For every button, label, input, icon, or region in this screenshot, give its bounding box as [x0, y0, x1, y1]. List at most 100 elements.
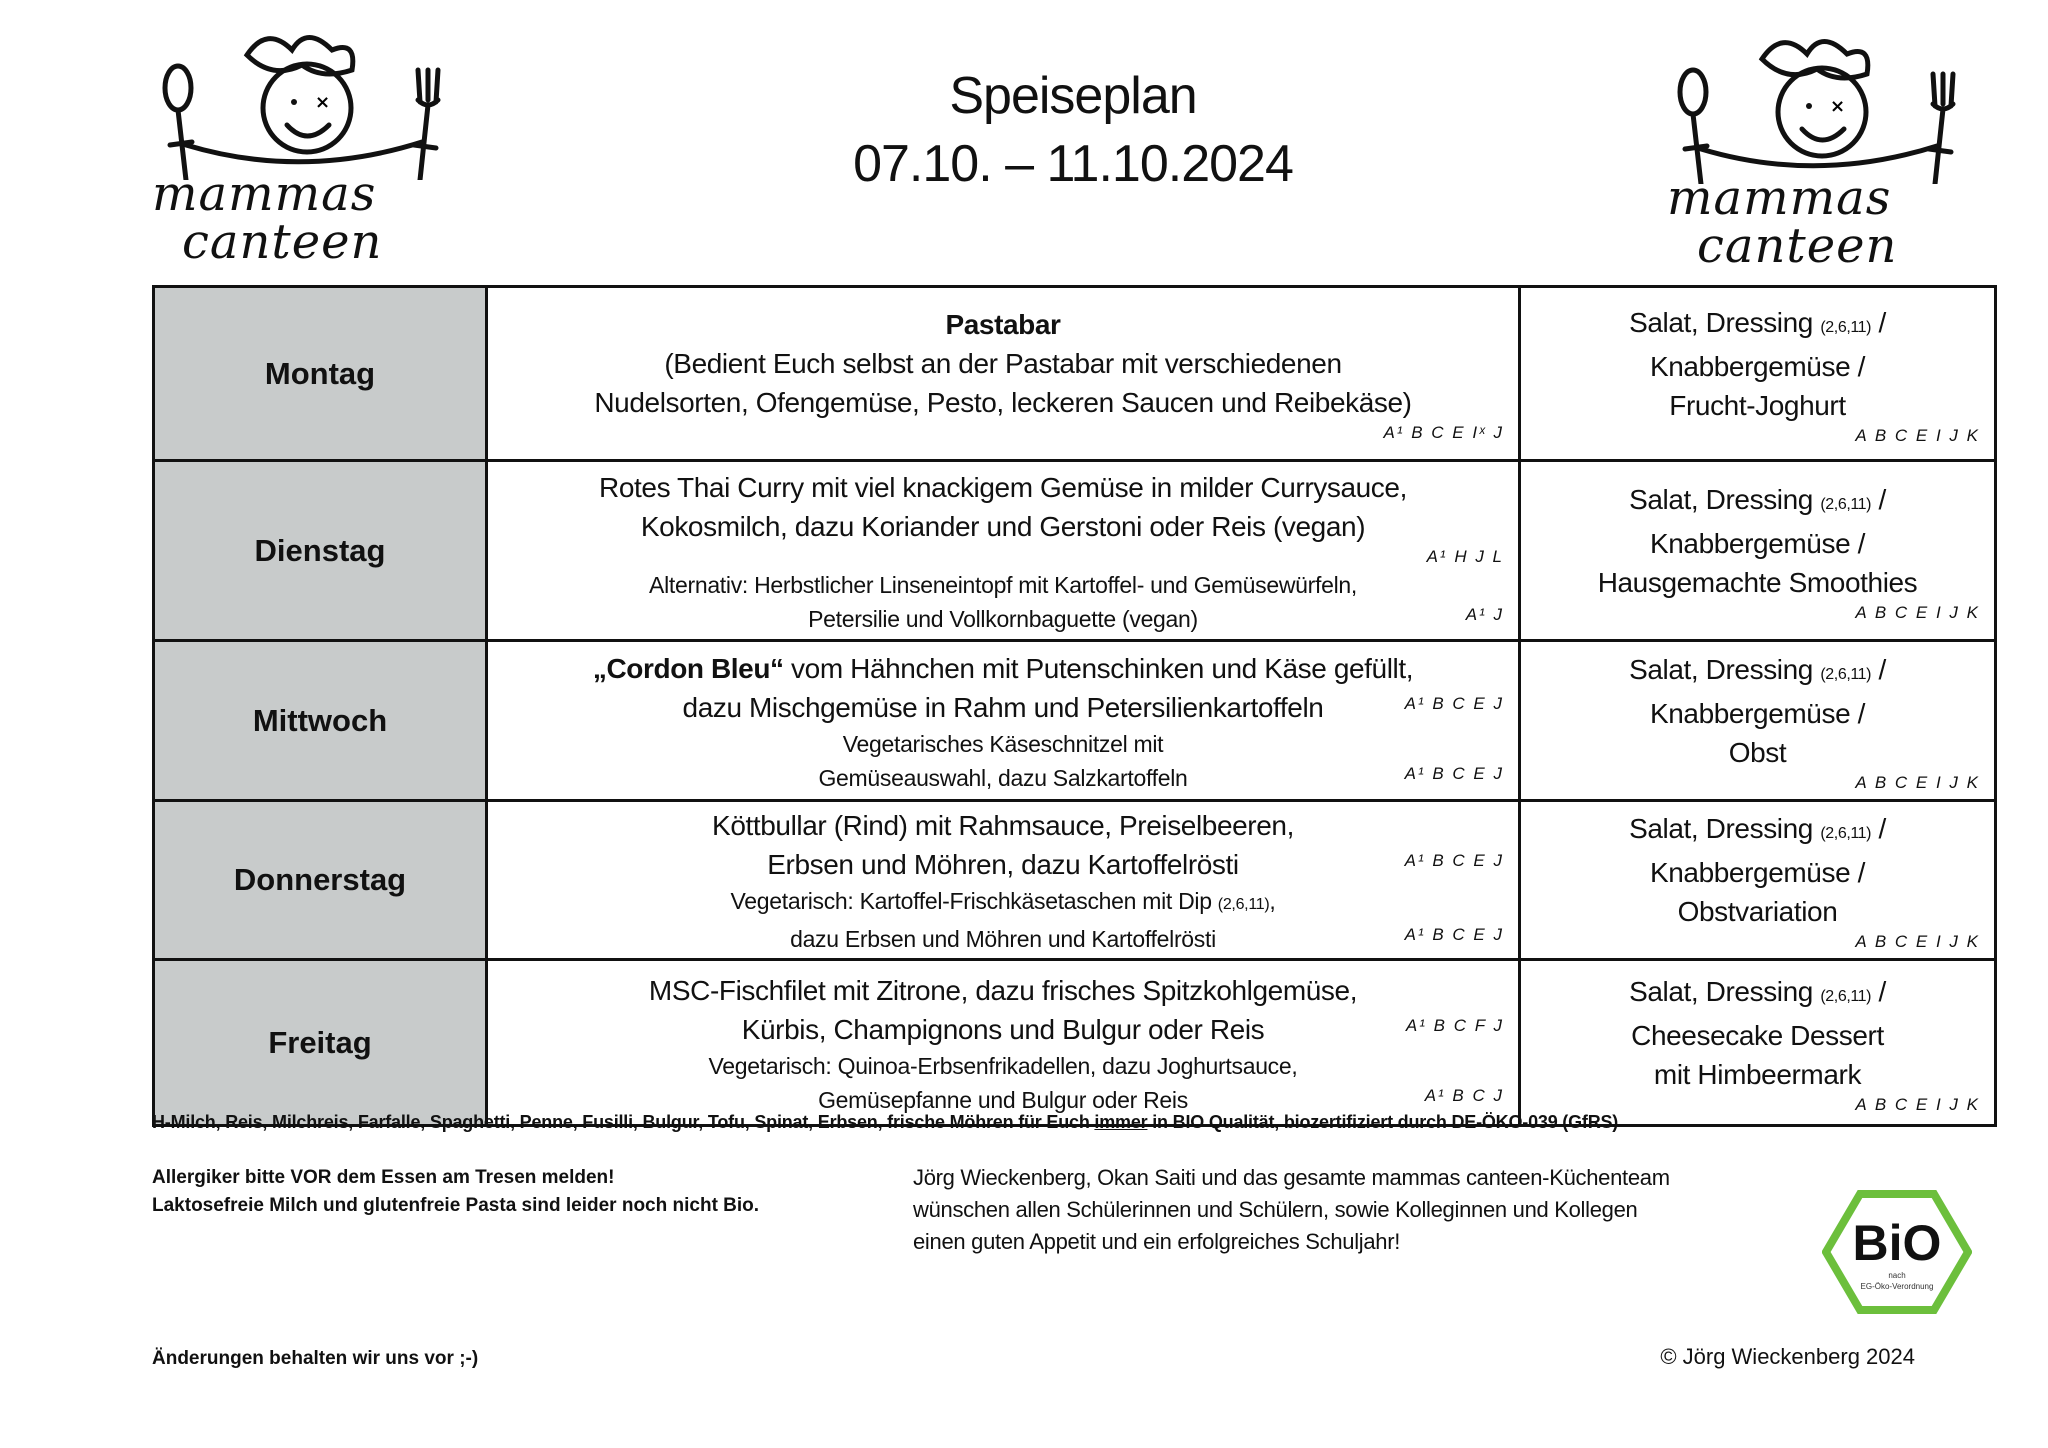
menu-line: Frucht-Joghurt — [1535, 386, 1980, 425]
allergen-codes: A¹ B C E Iˣ J — [1383, 423, 1504, 442]
main-dish-cell: Rotes Thai Curry mit viel knackigem Gemü… — [485, 459, 1521, 642]
dish-text: mit Himbeermark — [1653, 1058, 1862, 1090]
dish-text: Obst — [1728, 736, 1787, 768]
dish-text-end: , — [1269, 888, 1276, 914]
allergen-codes: A¹ B C J — [1424, 1085, 1504, 1105]
dish-text: Alternativ: Herbstlicher Linseneintopf m… — [649, 571, 1357, 598]
menu-line: Gemüsepfanne und Bulgur oder Reis A¹ B C … — [502, 1083, 1504, 1117]
menu-line: Erbsen und Möhren, dazu Kartoffelrösti A¹… — [502, 845, 1504, 884]
menu-line: Nudelsorten, Ofengemüse, Pesto, leckeren… — [502, 383, 1504, 422]
bio-hexagon-icon — [1821, 1190, 1973, 1314]
allergen-codes: A B C E I J K — [1855, 425, 1980, 445]
additive-note: (2,6,11) — [1820, 987, 1872, 1005]
dish-text: (Bedient Euch selbst an der Pastabar mit… — [664, 348, 1342, 379]
bio-note-underlined: immer — [1094, 1112, 1148, 1132]
allergy-note: Allergiker bitte VOR dem Essen am Tresen… — [152, 1164, 759, 1220]
cell-content: Köttbullar (Rind) mit Rahmsauce, Preisel… — [488, 802, 1518, 958]
dish-text: Rotes Thai Curry mit viel knackigem Gemü… — [599, 471, 1407, 503]
menu-line: Alternativ: Herbstlicher Linseneintopf m… — [502, 568, 1504, 602]
menu-line: Kürbis, Champignons und Bulgur oder Reis… — [502, 1010, 1504, 1049]
allergen-codes: A¹ B C E J — [1404, 693, 1504, 713]
dish-text: Frucht-Joghurt — [1669, 389, 1846, 421]
menu-line: Knabbergemüse / — [1535, 853, 1980, 892]
mammas-canteen-logo-right: × mammas canteen — [1667, 34, 1977, 274]
day-row: Freitag MSC-Fischfilet mit Zitrone, dazu … — [152, 958, 1997, 1127]
side-dish-cell: Salat, Dressing (2,6,11) / Cheesecake Des… — [1518, 958, 1997, 1127]
dish-text: Nudelsorten, Ofengemüse, Pesto, leckeren… — [594, 387, 1412, 418]
dish-text: Obstvariation — [1677, 896, 1838, 927]
menu-line: Petersilie und Vollkornbaguette (vegan) A… — [502, 602, 1504, 636]
dish-text: Salat, Dressing — [1629, 975, 1813, 1007]
menu-line: „Cordon Bleu“ vom Hähnchen mit Putenschi… — [502, 649, 1504, 688]
dish-text: Vegetarisch: Kartoffel-Frischkäsetaschen… — [730, 888, 1212, 914]
main-dish-cell: Pastabar (Bedient Euch selbst an der Past… — [485, 285, 1521, 462]
greeting: Jörg Wieckenberg, Okan Saiti und das ges… — [913, 1162, 1670, 1258]
bio-logo-sub: nach — [1888, 1271, 1905, 1280]
dish-text: Erbsen und Möhren, dazu Kartoffelrösti — [767, 849, 1239, 880]
main-dish-cell: „Cordon Bleu“ vom Hähnchen mit Putenschi… — [485, 639, 1521, 802]
additive-note: (2,6,11) — [1820, 318, 1872, 336]
dish-text: Vegetarisches Käseschnitzel mit — [842, 730, 1164, 757]
menu-line: Vegetarisch: Quinoa-Erbsenfrikadellen, d… — [502, 1049, 1504, 1083]
dish-text: Knabbergemüse / — [1649, 527, 1866, 559]
date-range: 07.10. – 11.10.2024 — [853, 135, 1294, 193]
greeting-line: wünschen allen Schülerinnen und Schülern… — [913, 1197, 1638, 1222]
additive-note: (2,6,11) — [1820, 495, 1872, 513]
dish-text: Salat, Dressing — [1629, 813, 1813, 844]
additive-note: (2,6,11) — [1820, 825, 1872, 842]
menu-line: Hausgemachte Smoothies — [1535, 563, 1980, 602]
dish-text-end: / — [1871, 813, 1887, 844]
dish-title: Pastabar — [945, 309, 1061, 340]
menu-line: Knabbergemüse / — [1535, 694, 1980, 733]
copyright: © Jörg Wieckenberg 2024 — [1660, 1344, 1915, 1369]
menu-line: Kokosmilch, dazu Koriander und Gerstoni … — [502, 507, 1504, 546]
dish-text: Salat, Dressing — [1629, 306, 1813, 338]
dish-text: Salat, Dressing — [1629, 483, 1813, 515]
greeting-line: einen guten Appetit und ein erfolgreiche… — [913, 1229, 1401, 1254]
cell-content: Salat, Dressing (2,6,11) / Cheesecake Des… — [1521, 961, 1994, 1124]
allergen-codes: A¹ H J L — [1426, 546, 1504, 566]
day-label: Freitag — [152, 958, 488, 1127]
allergen-codes: A¹ B C E J — [1404, 851, 1504, 870]
menu-line: Vegetarisches Käseschnitzel mit — [502, 727, 1504, 761]
dish-text-end: / — [1871, 483, 1887, 515]
day-label: Dienstag — [152, 459, 488, 642]
cell-content: Rotes Thai Curry mit viel knackigem Gemü… — [488, 462, 1518, 639]
dish-text: Knabbergemüse / — [1649, 697, 1866, 729]
dish-text: Gemüsepfanne und Bulgur oder Reis — [818, 1086, 1188, 1113]
menu-line: Gemüseauswahl, dazu Salzkartoffeln A¹ B C… — [502, 761, 1504, 795]
dish-text: Vegetarisch: Quinoa-Erbsenfrikadellen, d… — [708, 1052, 1298, 1079]
dish-text: vom Hähnchen mit Putenschinken und Käse … — [783, 652, 1414, 684]
side-dish-cell: Salat, Dressing (2,6,11) / Knabbergemüse … — [1518, 799, 1997, 961]
menu-line: Obst — [1535, 733, 1980, 772]
day-row: Donnerstag Köttbullar (Rind) mit Rahmsauc… — [152, 799, 1997, 961]
allergy-line: Allergiker bitte VOR dem Essen am Tresen… — [152, 1167, 615, 1188]
cell-content: Salat, Dressing (2,6,11) / Knabbergemüse … — [1521, 802, 1994, 958]
day-row: Montag Pastabar (Bedient Euch selbst an de… — [152, 285, 1997, 462]
menu-line: Knabbergemüse / — [1535, 524, 1980, 563]
dish-text: dazu Erbsen und Möhren und Kartoffelröst… — [790, 926, 1216, 952]
dish-text: Gemüseauswahl, dazu Salzkartoffeln — [818, 764, 1188, 791]
menu-line: Salat, Dressing (2,6,11) / — [1535, 480, 1980, 524]
cell-content: MSC-Fischfilet mit Zitrone, dazu frische… — [488, 961, 1518, 1124]
cell-content: Pastabar (Bedient Euch selbst an der Past… — [488, 288, 1518, 459]
bio-logo-sub: EG-Öko-Verordnung — [1861, 1282, 1934, 1291]
logo-text-mammas: mammas — [1667, 170, 1892, 226]
menu-line: Salat, Dressing (2,6,11) / — [1535, 809, 1980, 853]
day-row: Mittwoch „Cordon Bleu“ vom Hähnchen mit P… — [152, 639, 1997, 802]
menu-line: Obstvariation — [1535, 892, 1980, 931]
main-dish-cell: Köttbullar (Rind) mit Rahmsauce, Preisel… — [485, 799, 1521, 961]
side-dish-cell: Salat, Dressing (2,6,11) / Knabbergemüse … — [1518, 285, 1997, 462]
dish-text: Hausgemachte Smoothies — [1597, 566, 1918, 598]
menu-line: Rotes Thai Curry mit viel knackigem Gemü… — [502, 468, 1504, 507]
menu-line: Köttbullar (Rind) mit Rahmsauce, Preisel… — [502, 806, 1504, 845]
dish-text: dazu Mischgemüse in Rahm und Petersilien… — [682, 691, 1324, 723]
allergen-codes: A B C E I J K — [1855, 932, 1980, 951]
dish-text: Köttbullar (Rind) mit Rahmsauce, Preisel… — [712, 810, 1294, 841]
menu-line: dazu Erbsen und Möhren und Kartoffelröst… — [502, 922, 1504, 956]
menu-line: Cheesecake Dessert — [1535, 1016, 1980, 1055]
logo-text-mammas: mammas — [152, 166, 377, 222]
bio-note-text: H-Milch, Reis, Milchreis, Farfalle, Spag… — [152, 1112, 1095, 1132]
menu-line: Salat, Dressing (2,6,11) / — [1535, 303, 1980, 347]
mammas-canteen-logo-left: × mammas canteen — [152, 30, 462, 270]
